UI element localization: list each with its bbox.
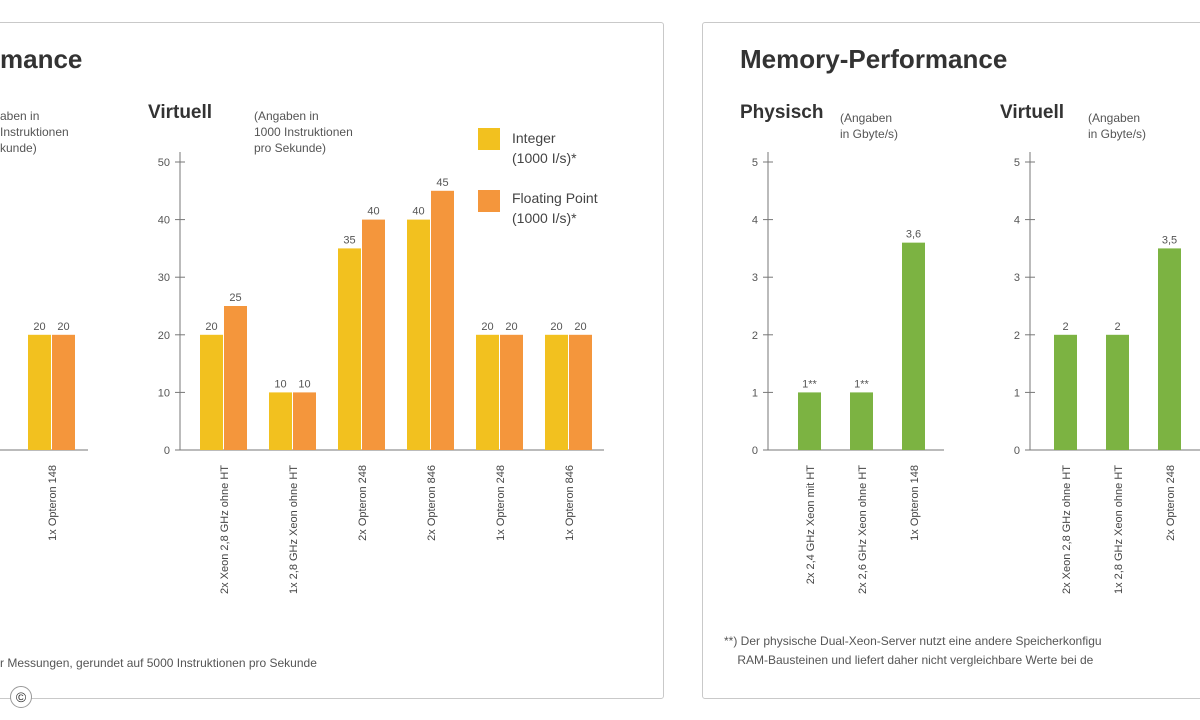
mem-virtuell-value-label: 2 <box>1062 321 1068 333</box>
cpu-panel-title: mance <box>0 44 83 74</box>
legend-label-integer: Integer (1000 I/s)* <box>512 130 577 166</box>
cpu-virtuell-bar <box>569 334 592 450</box>
mem-physisch-tick-label: 0 <box>752 445 758 457</box>
mem-physisch-tick-label: 5 <box>752 157 758 169</box>
mem-physisch-category-label: 2x 2,6 GHz Xeon ohne HT <box>857 465 869 594</box>
mem-physisch-bar <box>902 242 925 450</box>
cpu-virtuell-tick-label: 0 <box>164 445 170 457</box>
cpu-virtuell-value-label: 40 <box>367 206 379 218</box>
mem-physisch-category-label: 2x 2,4 GHz Xeon mit HT <box>805 465 817 584</box>
mem-virtuell-category-label: 2x Xeon 2,8 GHz ohne HT <box>1061 465 1073 594</box>
legend-label-floating-point: Floating Point (1000 I/s)* <box>512 190 598 226</box>
mem-virtuell-bar <box>1054 334 1077 450</box>
cpu-partial-value-label: 20 <box>33 321 45 333</box>
cpu-partial-unit-note: aben in Instruktionen kunde) <box>0 109 69 155</box>
memory-panel-title: Memory-Performance <box>740 44 1008 74</box>
cpu-virtuell-value-label: 20 <box>550 321 562 333</box>
mem-virtuell-tick-label: 0 <box>1014 445 1020 457</box>
cpu-virtuell-category-label: 2x Opteron 248 <box>357 465 369 541</box>
cpu-virtuell-category-label: 2x Opteron 846 <box>426 465 438 541</box>
cpu-virtuell-tick-label: 20 <box>158 330 170 342</box>
cpu-virtuell-tick-label: 30 <box>158 272 170 284</box>
legend-swatch-floating-point <box>478 190 500 212</box>
mem-virtuell-bar <box>1158 248 1181 450</box>
mem-physisch-tick-label: 4 <box>752 215 758 227</box>
cpu-partial-bar <box>52 334 75 450</box>
memory-physisch-unit-note: (Angaben in Gbyte/s) <box>840 111 899 141</box>
cpu-virtuell-bar <box>200 334 223 450</box>
cpu-virtuell-value-label: 45 <box>436 177 448 189</box>
cpu-virtuell-bar <box>362 219 385 450</box>
mem-physisch-tick-label: 3 <box>752 272 758 284</box>
cpu-virtuell-value-label: 25 <box>229 292 241 304</box>
cpu-virtuell-bar <box>269 392 292 450</box>
cpu-virtuell-bar <box>338 248 361 450</box>
mem-physisch-value-label: 1** <box>802 378 817 390</box>
mem-physisch-value-label: 3,6 <box>906 229 921 241</box>
cpu-virtuell-category-label: 1x Opteron 846 <box>564 465 576 541</box>
memory-virtuell-unit-note: (Angaben in Gbyte/s) <box>1088 111 1147 141</box>
memory-physisch-title: Physisch <box>740 102 824 123</box>
copyright-icon: © <box>10 686 32 708</box>
mem-virtuell-tick-label: 4 <box>1014 215 1020 227</box>
mem-virtuell-tick-label: 5 <box>1014 157 1020 169</box>
cpu-virtuell-unit-note: (Angaben in 1000 Instruktionen pro Sekun… <box>254 109 353 155</box>
cpu-partial-value-label: 20 <box>57 321 69 333</box>
mem-virtuell-bar <box>1106 334 1129 450</box>
cpu-footnote: r Messungen, gerundet auf 5000 Instrukti… <box>0 656 317 670</box>
cpu-virtuell-value-label: 35 <box>343 234 355 246</box>
cpu-virtuell-value-label: 40 <box>412 206 424 218</box>
mem-virtuell-value-label: 3,5 <box>1162 234 1177 246</box>
cpu-virtuell-tick-label: 40 <box>158 215 170 227</box>
legend-swatch-integer <box>478 128 500 150</box>
cpu-virtuell-bar <box>545 334 568 450</box>
mem-virtuell-value-label: 2 <box>1114 321 1120 333</box>
mem-physisch-tick-label: 2 <box>752 330 758 342</box>
cpu-virtuell-bar <box>431 190 454 451</box>
cpu-virtuell-tick-label: 50 <box>158 157 170 169</box>
cpu-virtuell-bar <box>293 392 316 450</box>
cpu-virtuell-bar <box>407 219 430 450</box>
cpu-virtuell-category-label: 2x Xeon 2,8 GHz ohne HT <box>219 465 231 594</box>
cpu-virtuell-tick-label: 10 <box>158 387 170 399</box>
mem-virtuell-category-label: 1x 2,8 GHz Xeon ohne HT <box>1113 465 1125 594</box>
memory-footnote: **) Der physische Dual-Xeon-Server nutzt… <box>724 634 1102 667</box>
cpu-virtuell-value-label: 20 <box>574 321 586 333</box>
mem-virtuell-tick-label: 1 <box>1014 387 1020 399</box>
cpu-virtuell-title: Virtuell <box>148 102 213 123</box>
cpu-virtuell-bar <box>476 334 499 450</box>
cpu-virtuell-category-label: 1x 2,8 GHz Xeon ohne HT <box>288 465 300 594</box>
mem-physisch-value-label: 1** <box>854 378 869 390</box>
cpu-virtuell-value-label: 10 <box>298 378 310 390</box>
mem-physisch-tick-label: 1 <box>752 387 758 399</box>
cpu-virtuell-value-label: 20 <box>481 321 493 333</box>
cpu-partial-bar <box>28 334 51 450</box>
cpu-virtuell-value-label: 10 <box>274 378 286 390</box>
mem-virtuell-tick-label: 3 <box>1014 272 1020 284</box>
cpu-virtuell-value-label: 20 <box>505 321 517 333</box>
cpu-partial-category-label: 1x Opteron 148 <box>47 465 59 541</box>
cpu-virtuell-category-label: 1x Opteron 248 <box>495 465 507 541</box>
memory-virtuell-title: Virtuell <box>1000 102 1065 123</box>
mem-virtuell-category-label: 2x Opteron 248 <box>1165 465 1177 541</box>
mem-physisch-category-label: 1x Opteron 148 <box>909 465 921 541</box>
cpu-virtuell-bar <box>224 306 247 450</box>
cpu-virtuell-bar <box>500 334 523 450</box>
mem-physisch-bar <box>850 392 873 450</box>
cpu-virtuell-value-label: 20 <box>205 321 217 333</box>
mem-physisch-bar <box>798 392 821 450</box>
mem-virtuell-tick-label: 2 <box>1014 330 1020 342</box>
